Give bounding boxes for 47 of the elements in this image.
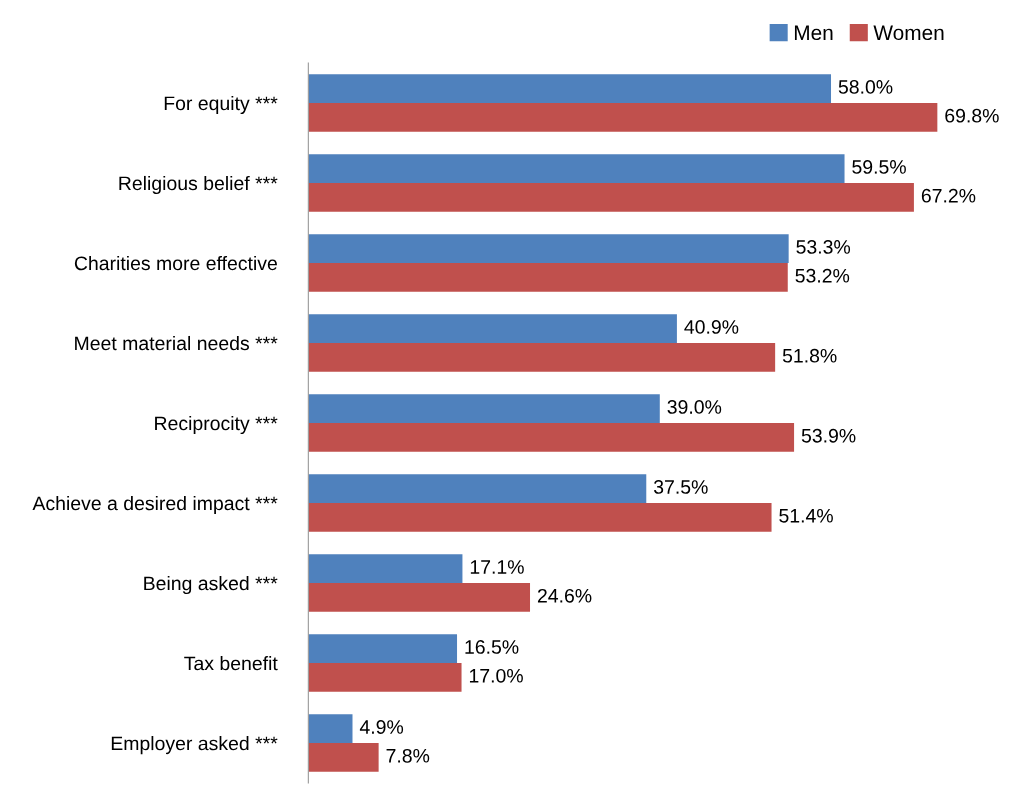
data-label: 4.9% [359,720,404,734]
bar [308,314,677,343]
y-tick-label: Religious belief *** [119,175,278,195]
bar [308,583,531,612]
data-label: 37.5% [653,480,708,494]
bar [308,474,647,504]
bar [308,394,660,424]
bar [308,554,463,584]
data-label: 59.5% [852,160,906,174]
bar [308,663,462,692]
bar [308,102,938,132]
data-label: 69.8% [945,108,999,123]
y-tick-label: Charities more effective [74,255,277,271]
data-label: 53.2% [795,268,850,283]
bar [308,743,379,772]
data-label: 16.5% [465,640,519,654]
y-tick-label: For equity *** [164,95,278,115]
y-tick-label: Employer asked *** [111,736,278,755]
data-label: 39.0% [667,400,722,414]
y-tick-label: Meet material needs *** [75,335,278,351]
data-label: 24.6% [537,588,592,603]
bar [308,343,776,372]
bar [308,182,914,212]
data-label: 17.1% [470,560,524,574]
bar [308,503,772,532]
data-label: 7.8% [386,748,430,763]
y-tick-label: Achieve a desired impact *** [32,495,278,515]
legend-label: Women [873,25,944,41]
data-label: 53.3% [796,240,851,254]
y-tick-label: Being asked *** [144,575,278,595]
y-tick-label: Tax benefit [184,656,278,671]
data-label: 51.8% [782,348,837,363]
bar [308,423,795,452]
legend-label: Men [794,25,833,41]
y-tick-label: Reciprocity *** [155,415,278,435]
data-label: 51.4% [779,508,833,523]
bar [308,634,458,664]
bar [308,234,789,263]
bar [308,262,788,292]
data-label: 67.2% [921,188,976,203]
bar [308,714,353,744]
bar [308,74,832,103]
data-label: 40.9% [684,320,739,334]
data-label: 17.0% [469,668,523,683]
data-label: 58.0% [838,80,893,94]
bar [308,154,845,183]
data-label: 53.9% [801,428,856,443]
